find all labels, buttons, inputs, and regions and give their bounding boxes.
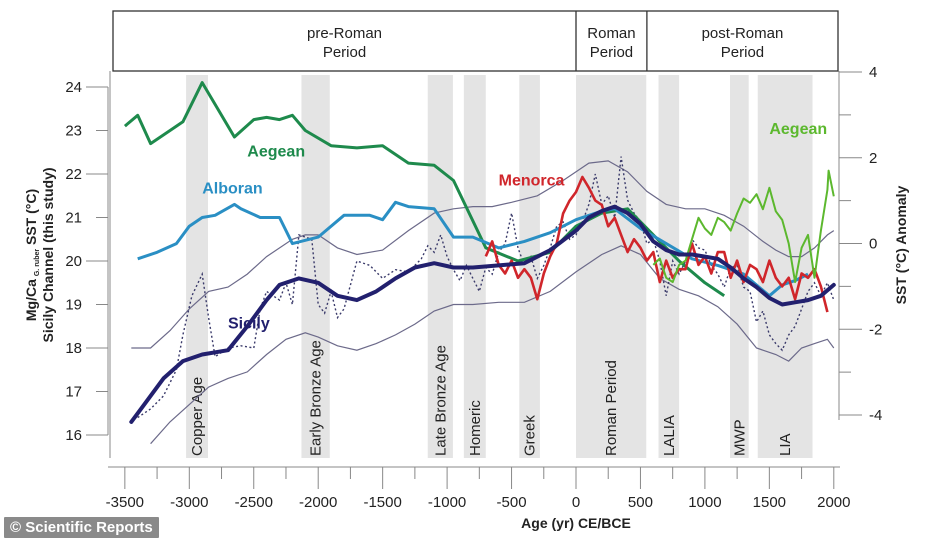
period-label-line1: Roman [587,25,635,42]
band-label: Greek [522,415,539,456]
x-tick-label: -500 [497,494,527,511]
y-left-tick-label: 19 [65,297,82,314]
y-left-tick-label: 22 [65,166,82,183]
y-axis-left-title: Mg/CaG. ruber SST (°C) Sicily Channel (t… [23,167,56,342]
band-label: Roman Period [603,360,620,456]
band-label: Homeric [467,400,484,456]
period-label-line1: post-Roman [702,25,784,42]
y-left-tick-label: 21 [65,210,82,227]
x-tick-label: 1000 [688,494,721,511]
band-label: Copper Age [189,377,206,456]
series-layer [123,81,836,445]
period-label-line2: Period [323,44,366,61]
y-left-tick-label: 18 [65,340,82,357]
y-axis-left-title-line2: Sicily Channel (this study) [40,167,56,342]
x-tick-label: -3000 [170,494,208,511]
y-right-tick-label: 0 [869,236,877,253]
band-label: LALIA [661,415,678,456]
x-tick-label: -2000 [299,494,337,511]
x-tick-label: 0 [572,494,580,511]
credit-badge: © Scientific Reports [4,517,159,538]
x-tick-label: 1500 [753,494,786,511]
y-right-tick-label: 2 [869,150,877,167]
series-aegean [123,81,726,298]
y-right-tick-label: -4 [869,407,882,424]
y-right-tick-label: 4 [869,64,877,81]
y-left-tick-label: 23 [65,123,82,140]
x-tick-label: 2000 [817,494,850,511]
band-label: Late Bronze Age [432,345,449,456]
y-left-tick-label: 24 [65,79,82,96]
period-label-line2: Period [590,44,633,61]
series-label: Aegean [247,144,305,161]
y-left-tick-label: 20 [65,253,82,270]
period-label-line2: Period [721,44,764,61]
y-axis-left-title-line1: Mg/CaG. ruber SST (°C) [23,189,41,321]
period-label-line1: pre-Roman [307,25,382,42]
series-label-sicily: Sicily [228,315,270,332]
x-tick-label: -1000 [428,494,466,511]
sicily-lower-envelope [150,245,835,445]
period-header: pre-Roman Period Roman Period post-Roman Peri… [112,10,839,72]
band-early-bronze-age [301,75,330,458]
x-axis-title: Age (yr) CE/BCE [521,515,631,531]
y-left-tick-label: 17 [65,384,82,401]
band-roman-period [576,75,647,458]
band-label: LIA [777,433,794,456]
series-sicily-mean [129,204,836,424]
x-tick-label: 500 [628,494,653,511]
bands-layer: Copper Age Early Bronze Age Late Bronze Ag… [186,75,813,458]
y-axis-right-title: SST (°C) Anomaly [893,185,909,304]
x-tick-label: -3500 [106,494,144,511]
series-aegean-anomaly [652,169,835,284]
x-tick-label: -1500 [363,494,401,511]
y-right-tick-label: -2 [869,321,882,338]
band-label: MWP [731,419,748,456]
series-label: Aegean [769,121,827,138]
labels-layer: Aegean Alboran Menorca Aegean Sicily [202,121,827,332]
y-left-tick-label: 16 [65,427,82,444]
sicily-upper-envelope [131,160,835,349]
band-greek [519,75,540,458]
series-label: Menorca [499,173,565,190]
series-label: Alboran [202,181,262,198]
series-menorca [484,175,829,313]
period-header-box [112,10,839,72]
band-label: Early Bronze Age [308,340,325,456]
band-copper-age [186,75,208,458]
x-tick-label: -2500 [235,494,273,511]
